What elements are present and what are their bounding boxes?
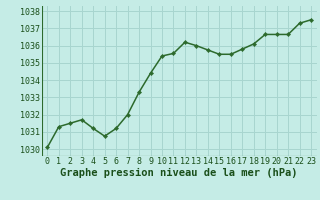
X-axis label: Graphe pression niveau de la mer (hPa): Graphe pression niveau de la mer (hPa) bbox=[60, 168, 298, 178]
